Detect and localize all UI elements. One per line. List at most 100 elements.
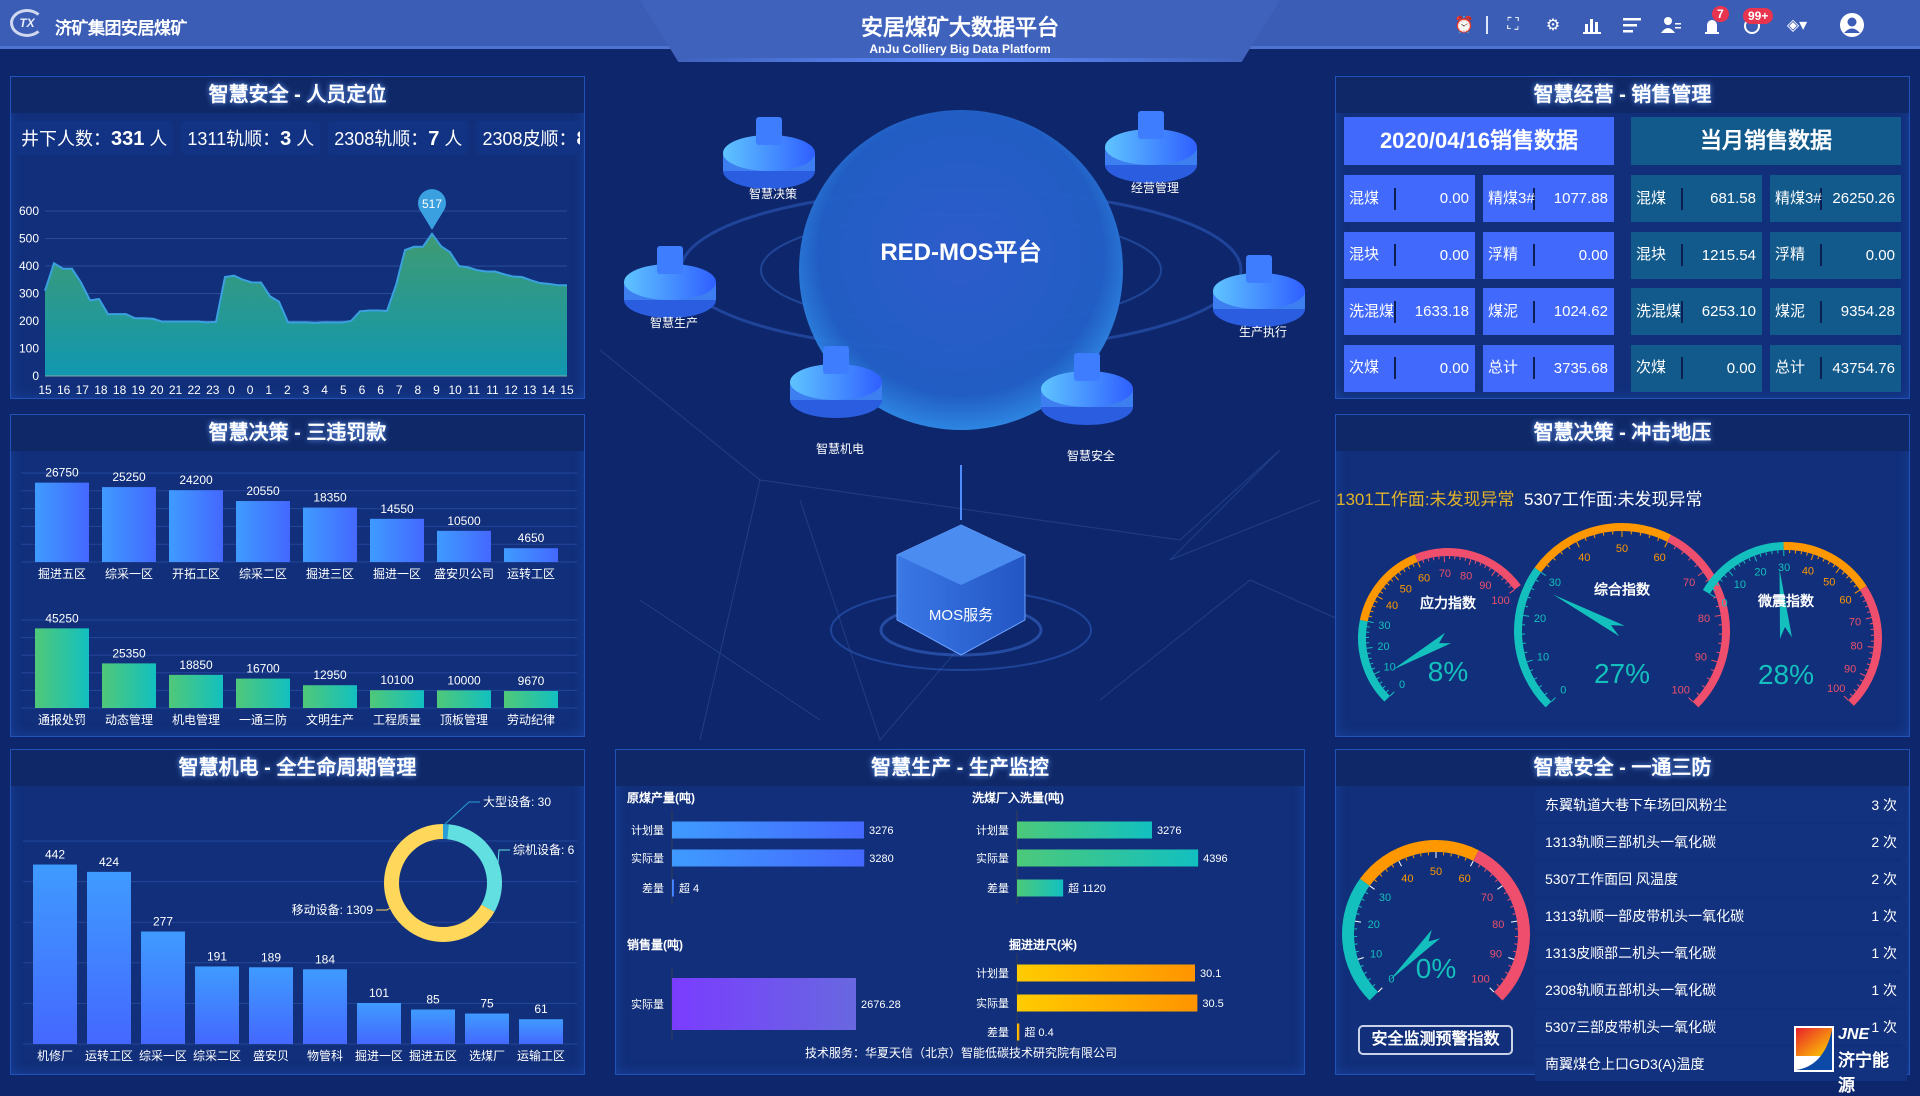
menu-lines-icon[interactable] [1621,14,1643,36]
x-tick-label: 6 [377,383,384,397]
category-label: 机修厂 [37,1048,73,1063]
bar[interactable] [504,548,558,562]
fullscreen-icon[interactable]: ⛶ [1502,14,1524,36]
gear-icon[interactable]: ⚙ [1542,14,1564,36]
bar[interactable] [672,880,674,897]
gauge-value: 28% [1758,659,1814,690]
bar[interactable] [504,691,558,708]
x-tick-label: 6 [359,383,366,397]
safety-warning-index-button[interactable]: 安全监测预警指数 [1358,1025,1513,1055]
gauge-tick-label: 90 [1490,948,1502,960]
slice-label: 大型设备: 30 [483,795,551,809]
sales-item-value: 0.00 [1822,247,1901,264]
decision-module[interactable]: 智慧决策 [723,117,815,201]
x-tick-label: 11 [468,383,481,397]
category-label: 动态管理 [105,712,153,727]
bar[interactable] [437,531,491,562]
bar-value-label: 61 [534,1002,548,1016]
y-tick-label: 600 [19,204,39,218]
sales-item-label: 次煤 [1344,357,1396,379]
module-label: 生产执行 [1239,325,1287,339]
bar[interactable] [102,663,156,708]
category-label: 掘进五区 [409,1048,457,1063]
bar[interactable] [236,679,290,708]
bar[interactable] [1017,1024,1019,1041]
bar[interactable] [370,519,424,562]
bar[interactable] [1017,850,1198,867]
business-module[interactable]: 经营管理 [1105,111,1197,195]
sales-item-label: 煤泥 [1770,301,1822,323]
bar[interactable] [87,872,131,1044]
logo-text: TX [19,16,34,30]
item-name: 2308轨顺五部机头一氧化碳 [1545,980,1716,1000]
bar[interactable] [303,969,347,1044]
company-name: 济矿集团安居煤矿 [55,14,187,39]
bar[interactable] [1017,965,1195,982]
bar[interactable] [672,850,864,867]
bar[interactable] [1017,822,1152,839]
mos-service-cube[interactable] [897,525,1025,655]
execution-module[interactable]: 生产执行 [1213,255,1305,339]
bar[interactable] [169,675,223,708]
category-label: 掘进五区 [38,566,86,581]
bar[interactable] [249,967,293,1044]
donut-slice[interactable] [447,824,502,912]
bar[interactable] [672,822,864,839]
bar[interactable] [195,966,239,1044]
bar[interactable] [102,487,156,562]
user-list-icon[interactable] [1660,14,1682,36]
sales-item-label: 浮精 [1770,244,1822,266]
bar-value-label: 191 [207,949,227,963]
bar[interactable] [33,865,77,1044]
bar[interactable] [141,932,185,1044]
alarm-clock-icon[interactable]: ⏰ [1453,14,1475,36]
paint-bucket-icon[interactable]: ◈▾ [1781,14,1813,36]
gauge-tick-label: 40 [1401,873,1413,885]
bar-chart-icon[interactable] [1581,14,1603,36]
bar[interactable] [370,690,424,708]
gauge-tick-label: 70 [1849,616,1861,628]
x-tick-label: 0 [228,383,235,397]
bar[interactable] [411,1009,455,1044]
bar[interactable] [236,501,290,562]
max-marker-label: 517 [422,197,442,211]
sales-item-label: 洗混煤 [1344,301,1396,323]
bar[interactable] [519,1019,563,1044]
bar[interactable] [303,508,357,562]
item-count: 2 次 [1871,832,1897,852]
bar[interactable] [303,685,357,708]
bar[interactable] [1017,995,1197,1012]
gauge-tick-label: 60 [1458,873,1470,885]
category-label: 劳动纪律 [507,713,555,727]
user-avatar-icon[interactable] [1838,11,1866,39]
bar[interactable] [465,1014,509,1044]
production-module[interactable]: 智慧生产 [624,246,716,330]
bar[interactable] [1017,880,1063,897]
gauge-tick-label: 80 [1850,640,1862,652]
category-label: 综采一区 [139,1049,187,1063]
bar[interactable] [357,1003,401,1044]
bar[interactable] [35,628,89,708]
bar[interactable] [169,490,223,562]
bar[interactable] [672,978,856,1030]
gauge-tick-label: 70 [1683,577,1695,589]
bar-value-label: 10000 [447,673,481,687]
bar-value-label: 277 [153,915,173,929]
bar[interactable] [35,483,89,562]
x-tick-label: 14 [542,383,556,397]
bar[interactable] [437,690,491,708]
bar-value-label: 4396 [1203,853,1227,865]
sales-item-value: 0.00 [1396,360,1475,377]
